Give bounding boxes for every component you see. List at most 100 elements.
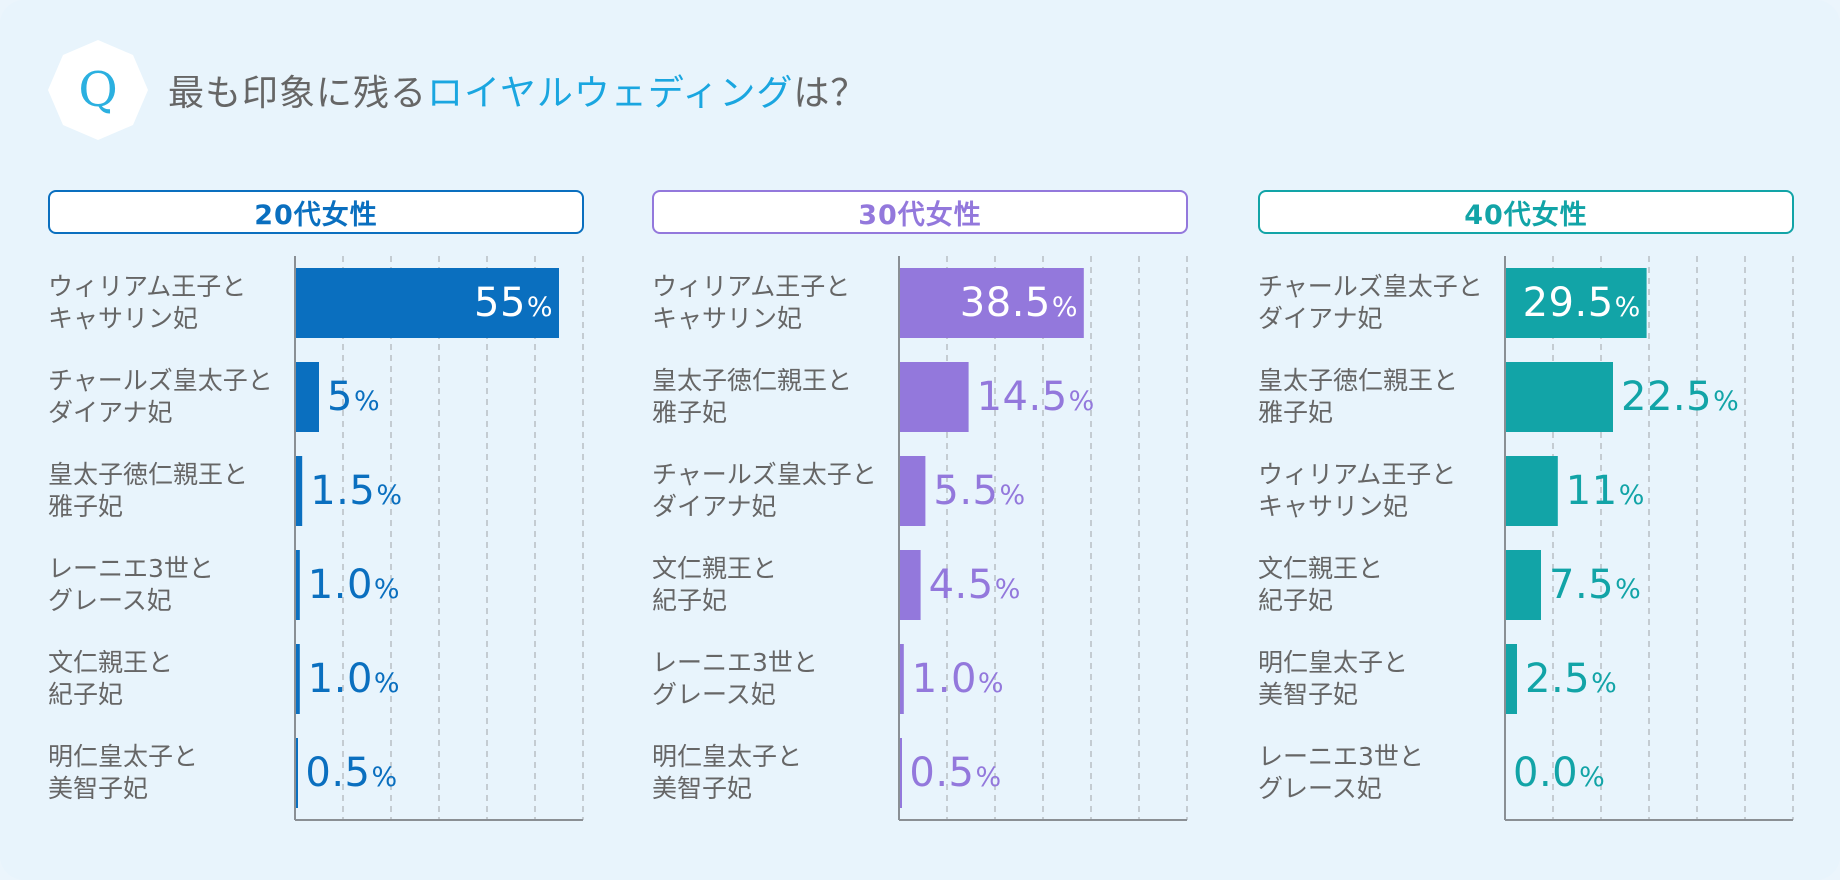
category-label-line: 雅子妃 <box>48 492 124 521</box>
data-label: 5.5% <box>933 456 1025 526</box>
panel-30s: 30代女性 ウィリアム王子と キャサリン妃 皇太子徳仁親王と 雅子妃 チャールズ皇太子と… <box>652 190 1188 830</box>
data-label-unit: % <box>999 479 1026 511</box>
question-suffix: は？ <box>793 73 868 114</box>
category-label-line: レーニエ3世と <box>652 648 818 677</box>
category-label: 明仁皇太子と 美智子妃 <box>652 738 892 808</box>
category-label-line: 文仁親王と <box>1258 554 1384 583</box>
bar <box>295 738 298 808</box>
category-label-line: ダイアナ妃 <box>48 398 173 427</box>
category-label-line: 明仁皇太子と <box>48 742 199 771</box>
question-highlight: ロイヤルウェディング <box>427 73 794 114</box>
bar <box>1505 456 1558 526</box>
data-label-unit: % <box>371 761 398 793</box>
bar <box>899 456 926 526</box>
data-label-unit: % <box>975 761 1002 793</box>
data-label-unit: % <box>1591 667 1618 699</box>
bar <box>295 644 300 714</box>
category-label: ウィリアム王子と キャサリン妃 <box>1258 456 1498 526</box>
category-label-line: キャサリン妃 <box>652 304 803 333</box>
data-label: 7.5% <box>1549 550 1641 620</box>
panel-20s: 20代女性 ウィリアム王子と キャサリン妃 チャールズ皇太子と ダイアナ妃 皇太子徳仁親… <box>48 190 584 830</box>
data-label-unit: % <box>526 291 554 323</box>
data-label: 0.5% <box>909 738 1001 808</box>
bar-chart: チャールズ皇太子と ダイアナ妃 皇太子徳仁親王と 雅子妃 ウィリアム王子と キャサリン妃文… <box>1258 256 1794 821</box>
octagon-icon <box>48 40 148 140</box>
category-label: 文仁親王と 紀子妃 <box>48 644 288 714</box>
category-label-line: チャールズ皇太子と <box>652 460 877 489</box>
data-label-unit: % <box>1615 573 1642 605</box>
category-label-line: レーニエ3世と <box>1258 742 1424 771</box>
question-title: 最も印象に残る ロイヤルウェディング は？ <box>168 64 867 116</box>
category-label-line: ウィリアム王子と <box>1258 460 1457 489</box>
category-label-line: 文仁親王と <box>48 648 174 677</box>
data-label: 4.5% <box>929 550 1021 620</box>
data-label-value: 22.5 <box>1621 374 1713 420</box>
category-label-line: 美智子妃 <box>48 774 149 803</box>
bar <box>899 550 921 620</box>
panel-title: 30代女性 <box>652 190 1188 234</box>
data-label: 11% <box>1566 456 1645 526</box>
data-label-value: 1.0 <box>911 656 977 702</box>
category-label: 皇太子徳仁親王と 雅子妃 <box>48 456 288 526</box>
category-label-line: グレース妃 <box>652 680 776 709</box>
category-label-line: 紀子妃 <box>1258 586 1334 615</box>
q-letter: Q <box>78 62 118 118</box>
data-label: 22.5% <box>1621 362 1739 432</box>
data-label-unit: % <box>1618 479 1645 511</box>
bar <box>899 362 969 432</box>
data-label-value: 4.5 <box>928 562 994 608</box>
category-label: ウィリアム王子と キャサリン妃 <box>652 268 892 338</box>
category-label-line: チャールズ皇太子と <box>1258 272 1483 301</box>
data-label-unit: % <box>1579 761 1606 793</box>
category-label-line: 皇太子徳仁親王と <box>1258 366 1459 395</box>
category-label-line: 明仁皇太子と <box>1258 648 1409 677</box>
data-label: 0.0% <box>1513 738 1605 808</box>
bar <box>295 362 319 432</box>
category-label-line: キャサリン妃 <box>1258 492 1409 521</box>
category-label: チャールズ皇太子と ダイアナ妃 <box>1258 268 1498 338</box>
data-label: 1.5% <box>310 456 402 526</box>
category-label: ウィリアム王子と キャサリン妃 <box>48 268 288 338</box>
bar <box>899 738 902 808</box>
category-label-line: グレース妃 <box>1258 774 1382 803</box>
bar <box>295 268 559 338</box>
bar <box>1505 268 1647 338</box>
category-label-line: ダイアナ妃 <box>1258 304 1383 333</box>
category-label: 明仁皇太子と 美智子妃 <box>1258 644 1498 714</box>
data-label: 14.5% <box>977 362 1095 432</box>
data-label: 1.0% <box>308 550 400 620</box>
data-label-value: 5.5 <box>933 468 999 514</box>
data-label: 29.5% <box>1523 268 1641 338</box>
category-label-line: グレース妃 <box>48 586 172 615</box>
data-label: 55% <box>474 268 553 338</box>
data-label-value: 55 <box>474 280 526 326</box>
category-label-line: 美智子妃 <box>652 774 753 803</box>
category-label-line: 雅子妃 <box>1258 398 1334 427</box>
bar <box>295 456 303 526</box>
bar <box>1505 362 1613 432</box>
panel-title: 20代女性 <box>48 190 584 234</box>
category-label-line: キャサリン妃 <box>48 304 199 333</box>
category-label-line: ウィリアム王子と <box>48 272 247 301</box>
data-label-unit: % <box>1713 385 1740 417</box>
data-label-value: 5 <box>327 374 353 420</box>
data-label: 1.0% <box>308 644 400 714</box>
data-label: 38.5% <box>960 268 1078 338</box>
category-label: チャールズ皇太子と ダイアナ妃 <box>48 362 288 432</box>
category-label: レーニエ3世と グレース妃 <box>48 550 288 620</box>
data-label-value: 0.5 <box>305 750 371 796</box>
data-label-unit: % <box>376 479 403 511</box>
data-label-value: 7.5 <box>1549 562 1615 608</box>
panel-40s: 40代女性 チャールズ皇太子と ダイアナ妃 皇太子徳仁親王と 雅子妃 ウィリアム王子とキ… <box>1258 190 1794 830</box>
chart-plot <box>294 256 584 821</box>
category-label: チャールズ皇太子と ダイアナ妃 <box>652 456 892 526</box>
data-label-value: 1.0 <box>307 656 373 702</box>
data-label-unit: % <box>373 667 401 699</box>
category-label-line: 紀子妃 <box>652 586 728 615</box>
bar-chart: ウィリアム王子と キャサリン妃 皇太子徳仁親王と 雅子妃 チャールズ皇太子と ダイアナ妃文… <box>652 256 1188 821</box>
chart-plot <box>1504 256 1794 821</box>
category-label: 皇太子徳仁親王と 雅子妃 <box>1258 362 1498 432</box>
data-label-value: 1.5 <box>310 468 376 514</box>
data-label: 2.5% <box>1525 644 1617 714</box>
data-label: 0.5% <box>305 738 397 808</box>
